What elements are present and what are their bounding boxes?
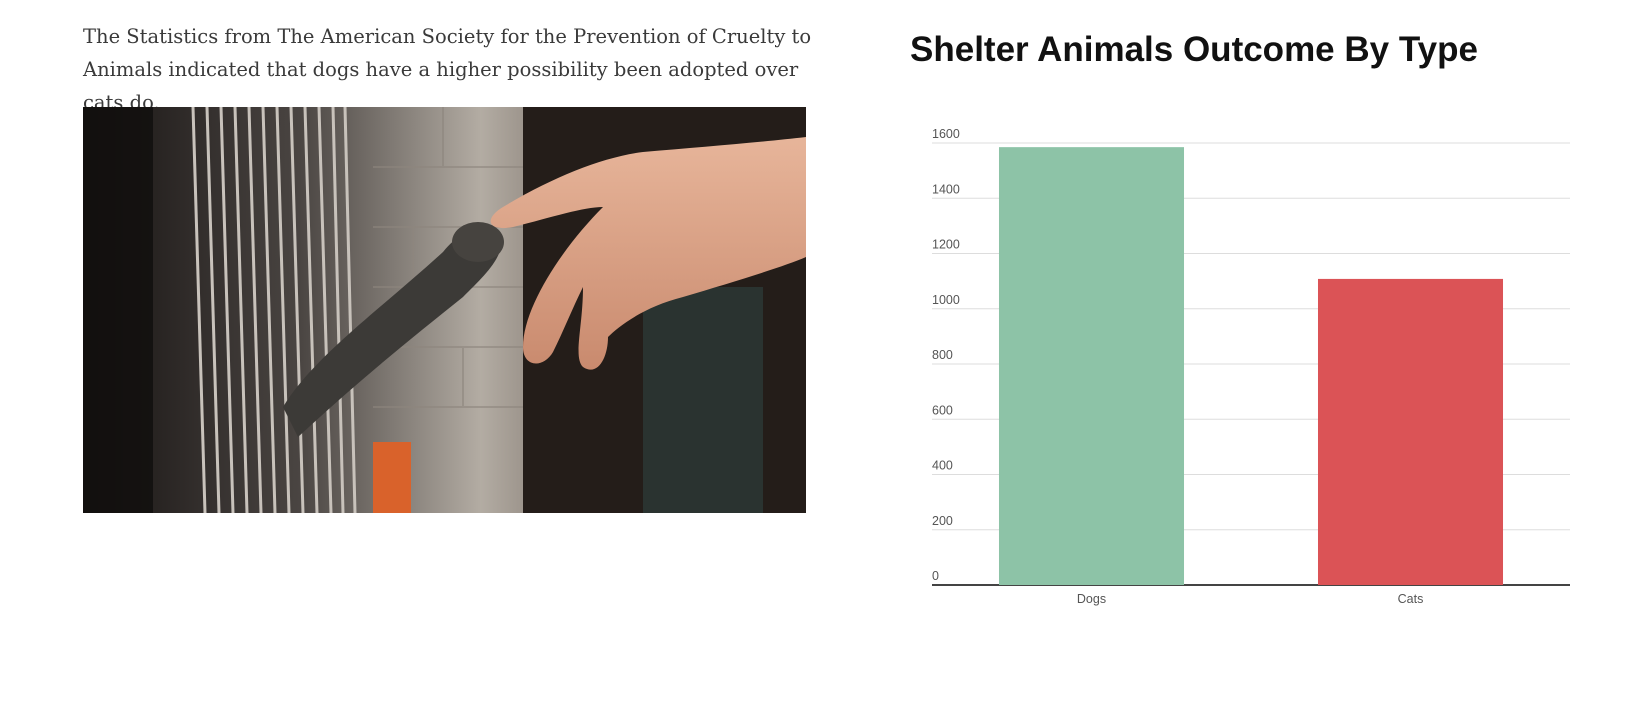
y-tick-label: 0: [932, 569, 939, 583]
bar-chart: 0 200 400 600 800 1000 1200 1400 1600 Dogs Cats: [932, 127, 1570, 606]
bar-cats: [1317, 278, 1504, 585]
x-category-label-cats: Cats: [1398, 592, 1424, 606]
y-tick-label: 600: [932, 403, 953, 417]
y-tick-label: 1600: [932, 127, 960, 141]
y-tick-label: 1000: [932, 293, 960, 307]
cat-paw-and-human-hand-photo: [83, 107, 806, 513]
y-tick-label: 800: [932, 348, 953, 362]
chart-title: Shelter Animals Outcome By Type: [910, 30, 1478, 69]
y-tick-label: 1400: [932, 182, 960, 196]
y-tick-label: 1200: [932, 238, 960, 252]
y-tick-label: 200: [932, 514, 953, 528]
y-tick-label: 400: [932, 459, 953, 473]
x-category-label-dogs: Dogs: [1077, 592, 1106, 606]
article-paragraph: The Statistics from The American Society…: [83, 25, 812, 114]
bar-dogs: [998, 147, 1185, 586]
